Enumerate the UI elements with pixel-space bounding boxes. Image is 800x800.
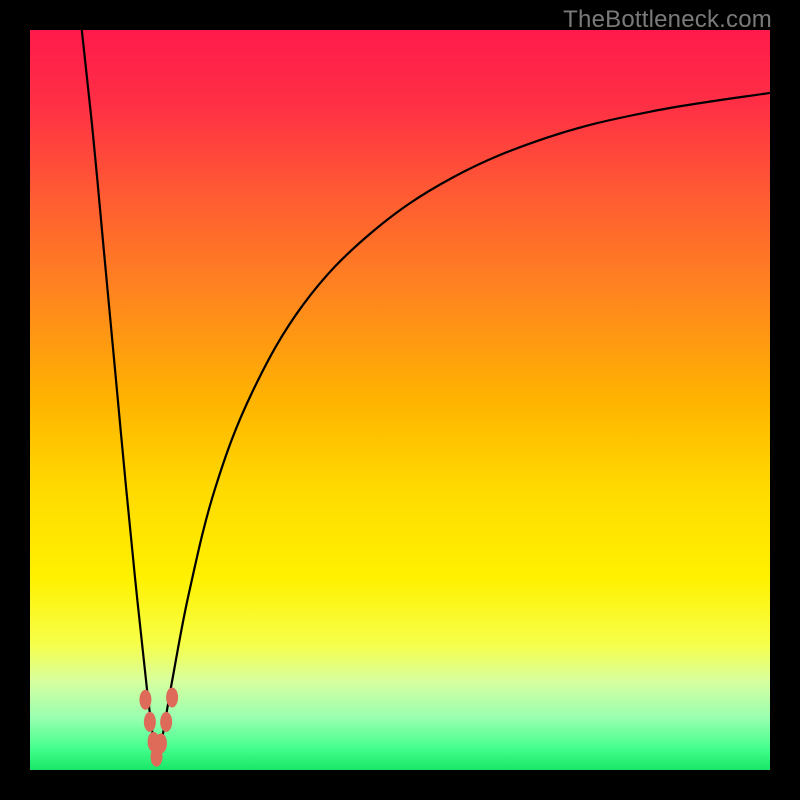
watermark-text: TheBottleneck.com — [563, 6, 772, 34]
valley-marker — [166, 687, 178, 707]
valley-marker — [144, 712, 156, 732]
valley-marker — [155, 733, 167, 753]
chart-frame: TheBottleneck.com — [0, 0, 800, 800]
curve-right — [156, 93, 770, 763]
valley-marker — [160, 712, 172, 732]
valley-marker — [139, 690, 151, 710]
curve-left — [82, 30, 156, 763]
valley-markers — [139, 687, 178, 766]
curves-layer — [0, 0, 800, 800]
